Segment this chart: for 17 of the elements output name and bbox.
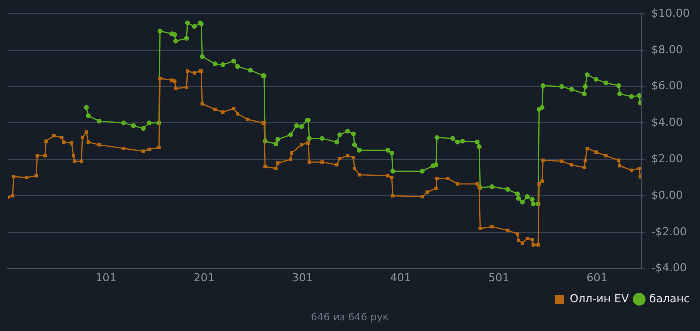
y-tick-label: -$4.00	[652, 262, 687, 275]
y-tick-label: $0.00	[652, 188, 684, 202]
y-tick-label: $8.00	[652, 43, 684, 56]
y-tick-label: -$2.00	[652, 225, 687, 238]
x-tick-label: 301	[292, 271, 314, 284]
text: 646 из 646 рук	[311, 312, 389, 324]
y-tick-label: $2.00	[652, 152, 684, 166]
legend-label: баланс	[649, 292, 690, 306]
y-tick-label: $6.00	[652, 80, 684, 93]
y-tick-label: $10.00	[652, 6, 690, 20]
x-tick-label: 401	[390, 271, 412, 284]
x-tick-label: 201	[194, 271, 215, 284]
x-tick-label: 601	[586, 271, 608, 284]
x-tick-label: 501	[488, 271, 510, 284]
y-tick-label: $4.00	[652, 116, 684, 130]
legend-label: Олл-ин EV	[570, 292, 630, 306]
x-tick-label: 101	[96, 271, 117, 284]
